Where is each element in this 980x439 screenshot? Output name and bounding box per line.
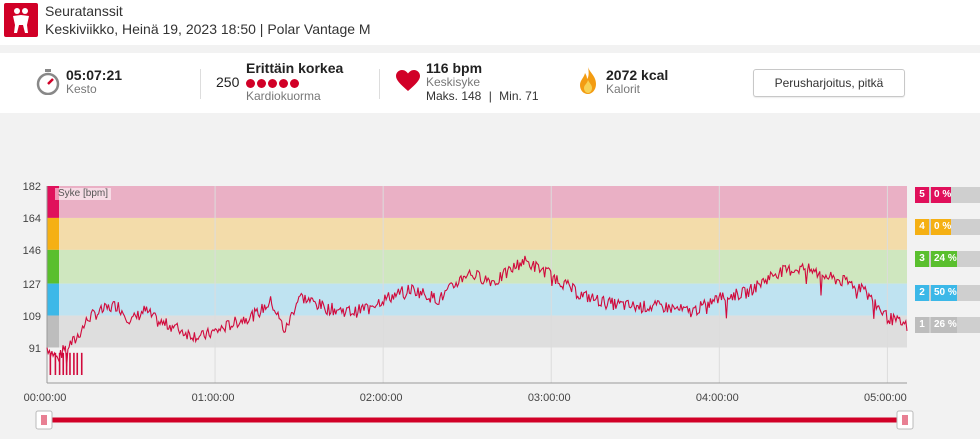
stopwatch-icon <box>36 69 60 95</box>
duration-value: 05:07:21 <box>66 67 123 83</box>
flame-icon <box>580 67 596 94</box>
training-load-value: 250 <box>216 74 240 90</box>
zone-marker-4 <box>47 217 59 250</box>
zone-band-1 <box>47 315 907 348</box>
x-tick-label: 00:00:00 <box>23 392 67 404</box>
activity-header: Seuratanssit Keskiviikko, Heinä 19, 2023… <box>0 0 980 45</box>
zone-marker-3 <box>47 249 59 284</box>
zone-band-2 <box>47 283 907 316</box>
duration-label: Kesto <box>66 82 97 96</box>
y-tick-label: 109 <box>22 310 41 323</box>
heart-rate-chart: Syke [bpm] 182 164 146 127 109 91 00:00:00 01:… <box>0 170 980 439</box>
zone-percent: 50 % <box>931 284 957 301</box>
training-load-dots <box>246 75 301 93</box>
y-tick-label: 164 <box>22 212 41 225</box>
zone-number: 1 <box>915 316 929 333</box>
zone-band-5 <box>47 186 907 218</box>
activity-subtitle: Keskiviikko, Heinä 19, 2023 18:50 | Pola… <box>45 21 371 37</box>
x-tick-label: 01:00:00 <box>191 392 235 404</box>
zone-3-badge: 3 24 % <box>915 250 980 267</box>
training-load-stat: 250 Erittäin korkea Kardiokuorma <box>216 53 376 113</box>
y-tick-label: 91 <box>28 342 41 355</box>
y-tick-label: 127 <box>22 278 41 291</box>
training-load-level: Erittäin korkea <box>246 60 344 76</box>
x-tick-label: 02:00:00 <box>359 392 403 404</box>
min-hr: Min. 71 <box>499 89 539 103</box>
zone-number: 3 <box>915 250 929 267</box>
zone-percent: 24 % <box>931 250 957 267</box>
summary-bar: 05:07:21 Kesto 250 Erittäin korkea Kardi… <box>0 53 980 113</box>
zone-band-4 <box>47 217 907 250</box>
calories-label: Kalorit <box>606 82 641 96</box>
calories-value: 2072 kcal <box>606 67 669 83</box>
avg-hr-value: 116 bpm <box>426 60 483 76</box>
x-tick-label: 04:00:00 <box>695 392 739 404</box>
y-tick-label: 182 <box>22 181 41 193</box>
x-tick-label: 05:00:00 <box>863 392 907 404</box>
load-dot <box>257 79 266 88</box>
heart-rate-line <box>46 255 908 367</box>
range-handle-left[interactable] <box>35 410 53 430</box>
hr-separator: | <box>488 89 492 103</box>
chart-legend: Syke [bpm] <box>55 188 112 200</box>
avg-hr-label: Keskisyke <box>426 75 481 89</box>
hr-min-max: Maks. 148 | Min. 71 <box>426 89 539 103</box>
zone-1-badge: 1 26 % <box>915 316 980 333</box>
divider <box>379 69 380 99</box>
x-tick-label: 03:00:00 <box>527 392 571 404</box>
zone-percent: 0 % <box>931 187 952 203</box>
range-handle-right[interactable] <box>896 410 914 430</box>
zone-number: 5 <box>915 187 929 203</box>
zone-2-badge: 2 50 % <box>915 284 980 301</box>
load-dot <box>279 79 288 88</box>
max-hr: Maks. 148 <box>426 89 482 103</box>
training-type-button[interactable]: Perusharjoitus, pitkä <box>753 69 905 97</box>
divider <box>200 69 201 99</box>
load-dot <box>290 79 299 88</box>
zone-number: 2 <box>915 284 929 301</box>
heart-rate-stat: 116 bpm Keskisyke Maks. 148 | Min. 71 <box>396 53 566 113</box>
zone-number: 4 <box>915 218 929 235</box>
dancing-couple-icon <box>4 3 38 37</box>
zone-percent: 0 % <box>931 218 952 235</box>
zone-marker-2 <box>47 283 59 316</box>
load-dot <box>268 79 277 88</box>
training-load-label: Kardiokuorma <box>246 89 321 103</box>
calories-stat: 2072 kcal Kalorit <box>578 53 728 113</box>
activity-title: Seuratanssit <box>45 3 123 19</box>
duration-stat: 05:07:21 Kesto <box>36 53 196 113</box>
y-tick-label: 146 <box>22 244 41 257</box>
heart-rate-plot <box>35 186 914 430</box>
zone-marker-1 <box>47 315 59 348</box>
heart-icon <box>396 70 420 91</box>
zone-percent: 26 % <box>931 316 957 333</box>
load-dot <box>246 79 255 88</box>
